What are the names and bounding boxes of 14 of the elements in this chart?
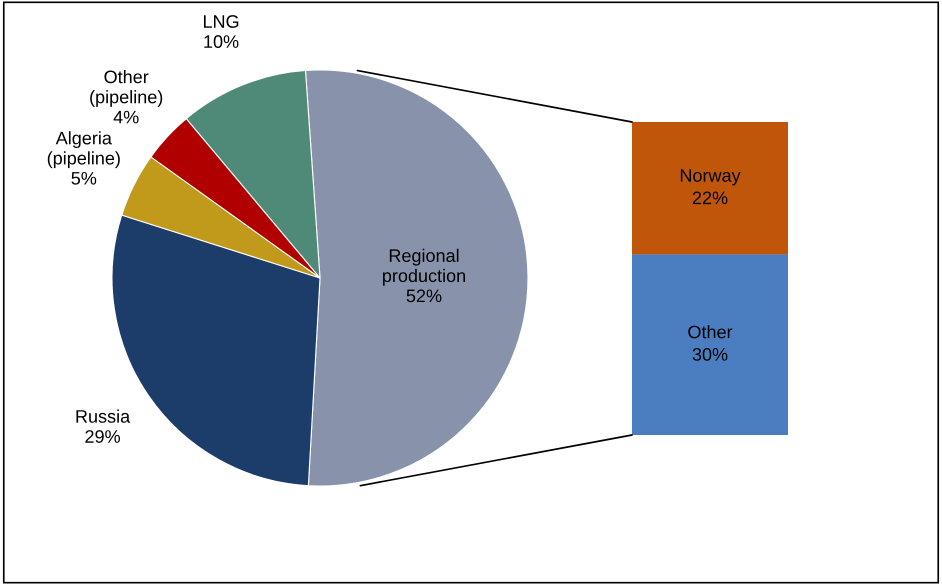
data-label: 22% [692,191,728,204]
data-label: 4% [114,110,139,124]
data-label: 29% [85,430,120,443]
slice-label: Regional production [383,248,465,286]
data-label: 30% [692,348,728,361]
slice-label: Other (pipeline) [90,70,162,107]
slice-label: Russia [76,410,130,423]
series-label: Other [688,325,732,338]
data-label: 10% [204,35,238,48]
slice-label: LNG [204,15,238,28]
data-label: 5% [71,172,96,185]
data-label: 52% [406,289,442,302]
series-label: Norway [680,169,741,186]
slice-label: Algeria (pipeline) [48,131,120,168]
